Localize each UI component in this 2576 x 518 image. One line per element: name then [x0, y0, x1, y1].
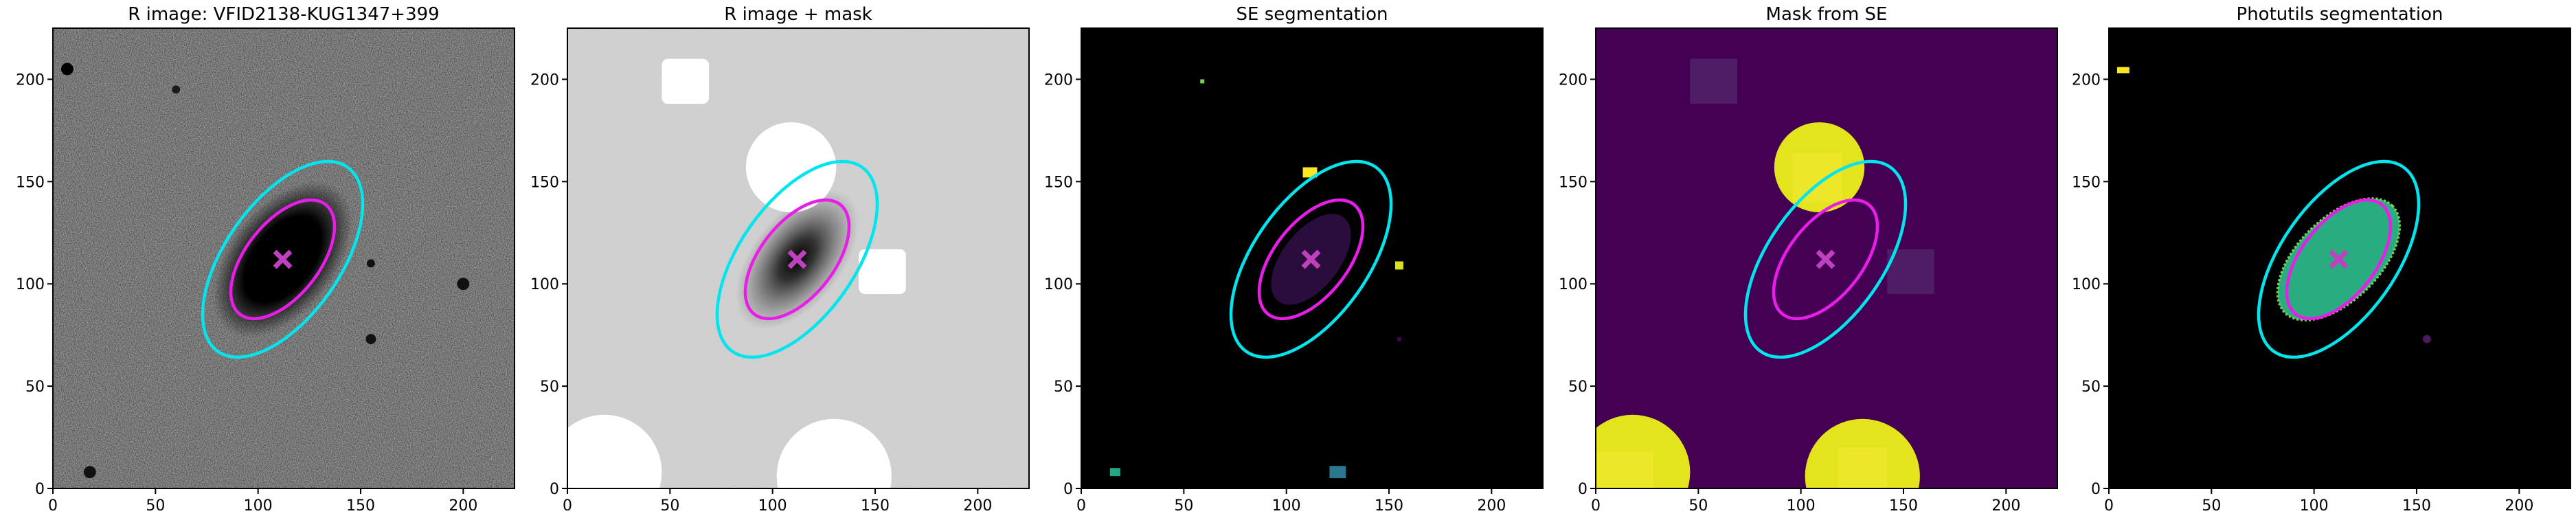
x-tick-label: 50 [2202, 497, 2221, 515]
x-tick-label: 50 [1174, 497, 1193, 515]
x-tick-label: 200 [1477, 497, 1506, 515]
y-tick-label: 50 [1568, 379, 1588, 396]
aperture-ellipse [1714, 135, 1937, 385]
axes-frame [1081, 27, 1544, 489]
y-tick-label: 50 [25, 379, 45, 396]
aperture-ellipse [171, 135, 394, 385]
y-tick-label: 100 [1044, 276, 1073, 293]
axes-frame [1595, 27, 2058, 489]
y-tick-label: 50 [1054, 379, 1073, 396]
y-tick-label: 150 [1559, 174, 1588, 191]
y-tick-label: 200 [530, 71, 559, 89]
x-tick-label: 100 [758, 497, 787, 515]
y-tick-label: 150 [16, 174, 45, 191]
x-tick-label: 200 [1991, 497, 2020, 515]
center-marker [787, 249, 807, 269]
panel-title: R image + mask [724, 4, 872, 25]
aperture-ellipse [2227, 135, 2450, 385]
panel-title: R image: VFID2138-KUG1347+399 [128, 4, 439, 25]
image-panel [1596, 28, 2057, 488]
axes-frame [567, 27, 1030, 489]
x-tick-label: 0 [563, 497, 572, 515]
panel-title: Photutils segmentation [2237, 4, 2443, 25]
panel-title: Mask from SE [1766, 4, 1888, 25]
x-tick-label: 50 [660, 497, 679, 515]
aperture-ellipse [725, 182, 870, 337]
panel-title: SE segmentation [1236, 4, 1388, 25]
x-tick-label: 150 [1375, 497, 1403, 515]
y-tick-label: 0 [2091, 481, 2101, 498]
y-tick-label: 200 [16, 71, 45, 89]
x-tick-label: 50 [146, 497, 165, 515]
y-tick-label: 150 [530, 174, 559, 191]
aperture-ellipse [211, 182, 355, 337]
y-tick-label: 150 [1044, 174, 1073, 191]
x-tick-label: 0 [2104, 497, 2114, 515]
y-tick-label: 100 [1559, 276, 1588, 293]
x-tick-label: 50 [1688, 497, 1708, 515]
x-tick-label: 150 [346, 497, 375, 515]
y-tick-label: 0 [35, 481, 45, 498]
aperture-ellipse [1239, 182, 1383, 337]
y-tick-label: 0 [1578, 481, 1588, 498]
y-tick-label: 200 [2072, 71, 2101, 89]
x-tick-label: 100 [244, 497, 273, 515]
y-tick-label: 0 [550, 481, 559, 498]
aperture-ellipse [1754, 182, 1898, 337]
aperture-ellipse [1199, 135, 1423, 385]
y-tick-label: 150 [2072, 174, 2101, 191]
y-tick-label: 100 [16, 276, 45, 293]
y-tick-label: 0 [1063, 481, 1073, 498]
x-tick-label: 100 [2300, 497, 2329, 515]
x-tick-label: 0 [1591, 497, 1601, 515]
x-tick-label: 150 [861, 497, 890, 515]
x-tick-label: 200 [2505, 497, 2533, 515]
x-tick-label: 100 [1787, 497, 1816, 515]
x-tick-label: 200 [963, 497, 992, 515]
center-marker [273, 249, 293, 269]
x-tick-label: 100 [1272, 497, 1301, 515]
x-tick-label: 150 [2402, 497, 2431, 515]
y-tick-label: 100 [530, 276, 559, 293]
aperture-ellipse [686, 135, 909, 385]
center-marker [2329, 249, 2349, 269]
x-tick-label: 0 [1076, 497, 1086, 515]
x-tick-label: 150 [1889, 497, 1918, 515]
x-tick-label: 0 [48, 497, 58, 515]
center-marker [1301, 249, 1321, 269]
y-tick-label: 200 [1044, 71, 1073, 89]
image-panel [567, 28, 1029, 488]
y-tick-label: 200 [1559, 71, 1588, 89]
axes-frame [2108, 27, 2571, 489]
aperture-ellipse [2267, 182, 2411, 337]
y-tick-label: 50 [2081, 379, 2101, 396]
y-tick-label: 50 [540, 379, 559, 396]
axes-frame [52, 27, 515, 489]
center-marker [1816, 249, 1835, 269]
x-tick-label: 200 [449, 497, 477, 515]
y-tick-label: 100 [2072, 276, 2101, 293]
